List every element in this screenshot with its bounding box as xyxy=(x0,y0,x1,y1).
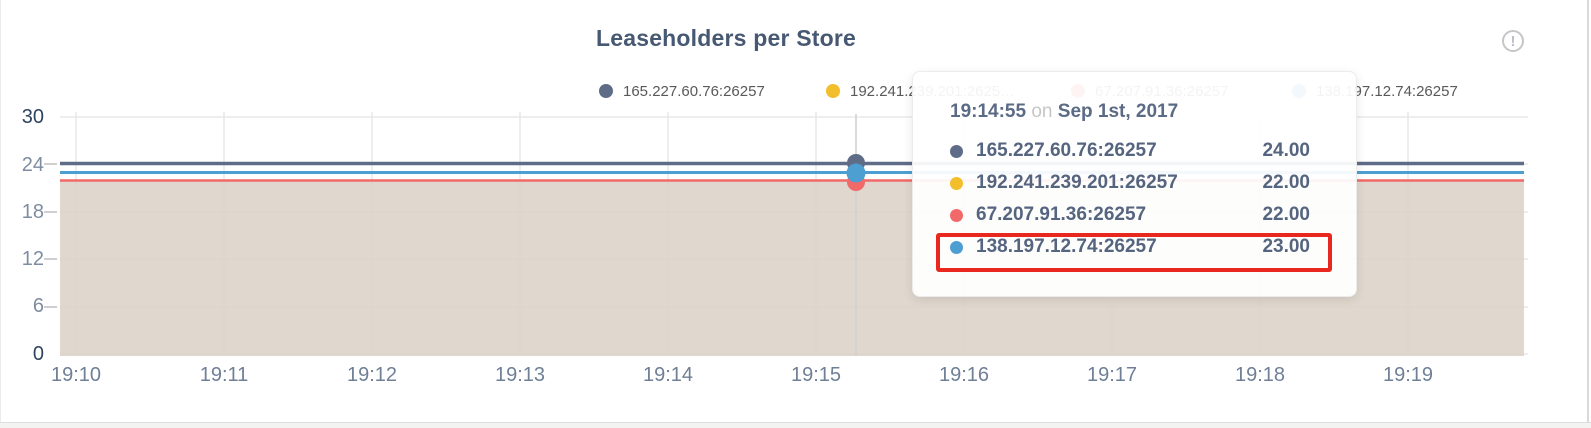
exclamation-circle-icon[interactable]: ! xyxy=(1502,30,1524,52)
x-axis-tick: 19:13 xyxy=(494,364,546,386)
y-axis-tick: 12 xyxy=(21,248,44,270)
x-axis-tick: 19:12 xyxy=(346,364,398,386)
tooltip-series-value: 22.00 xyxy=(1262,172,1310,193)
page-title: Leaseholders per Store xyxy=(595,25,857,51)
x-axis-tick: 19:19 xyxy=(1382,364,1434,386)
y-axis-tick: 6 xyxy=(32,295,44,317)
x-axis-tick: 19:17 xyxy=(1086,364,1138,386)
y-axis-tick: 18 xyxy=(21,201,44,223)
tooltip-row: 192.241.239.201:26257 22.00 xyxy=(913,167,1356,199)
hover-tooltip: 19:14:55 on Sep 1st, 2017 165.227.60.76:… xyxy=(912,71,1357,297)
series-color-dot xyxy=(950,240,963,254)
tooltip-series-label: 67.207.91.36:26257 xyxy=(976,204,1147,225)
tooltip-date: Sep 1st, 2017 xyxy=(1057,101,1179,122)
tooltip-series-value: 22.00 xyxy=(1262,204,1310,225)
x-axis-tick: 19:10 xyxy=(50,364,102,386)
tooltip-series-label: 165.227.60.76:26257 xyxy=(976,140,1157,161)
legend-item[interactable]: 165.227.60.76:26257 xyxy=(599,82,765,100)
tooltip-series-label: 138.197.12.74:26257 xyxy=(976,236,1157,257)
legend-label: 165.227.60.76:26257 xyxy=(623,82,765,100)
x-axis-tick: 19:18 xyxy=(1234,364,1286,386)
tooltip-time: 19:14:55 xyxy=(950,101,1027,122)
tooltip-rows: 165.227.60.76:26257 24.00 192.241.239.20… xyxy=(913,135,1356,263)
x-axis-tick: 19:16 xyxy=(938,364,990,386)
right-border xyxy=(1587,0,1589,428)
x-axis-tick: 19:15 xyxy=(790,364,842,386)
y-axis-tick: 30 xyxy=(21,106,44,128)
tooltip-row-highlighted: 138.197.12.74:26257 23.00 xyxy=(913,231,1356,263)
series-color-dot xyxy=(950,208,963,222)
tooltip-series-value: 24.00 xyxy=(1262,140,1310,161)
tooltip-connector: on xyxy=(1031,101,1058,122)
tooltip-series-label: 192.241.239.201:26257 xyxy=(976,172,1178,193)
series-color-dot xyxy=(599,84,613,98)
next-panel-divider xyxy=(0,422,1591,428)
series-color-dot xyxy=(826,84,840,98)
left-border xyxy=(0,0,1,428)
annotation-highlight-box xyxy=(936,233,1332,272)
tooltip-series-value: 23.00 xyxy=(1262,236,1310,257)
hover-point-138-197-12-74 xyxy=(846,163,866,183)
y-axis-tick: 24 xyxy=(21,154,44,176)
series-color-dot xyxy=(950,144,963,158)
x-axis-tick: 19:14 xyxy=(642,364,694,386)
tooltip-row: 165.227.60.76:26257 24.00 xyxy=(913,135,1356,167)
x-axis-tick: 19:11 xyxy=(199,364,249,386)
y-axis-tick: 0 xyxy=(32,343,44,365)
tooltip-timestamp: 19:14:55 on Sep 1st, 2017 xyxy=(950,101,1310,123)
tooltip-row: 67.207.91.36:26257 22.00 xyxy=(913,199,1356,231)
series-color-dot xyxy=(950,176,963,190)
y-axis-tick-marks xyxy=(44,163,57,308)
exclamation-glyph: ! xyxy=(1510,32,1516,50)
